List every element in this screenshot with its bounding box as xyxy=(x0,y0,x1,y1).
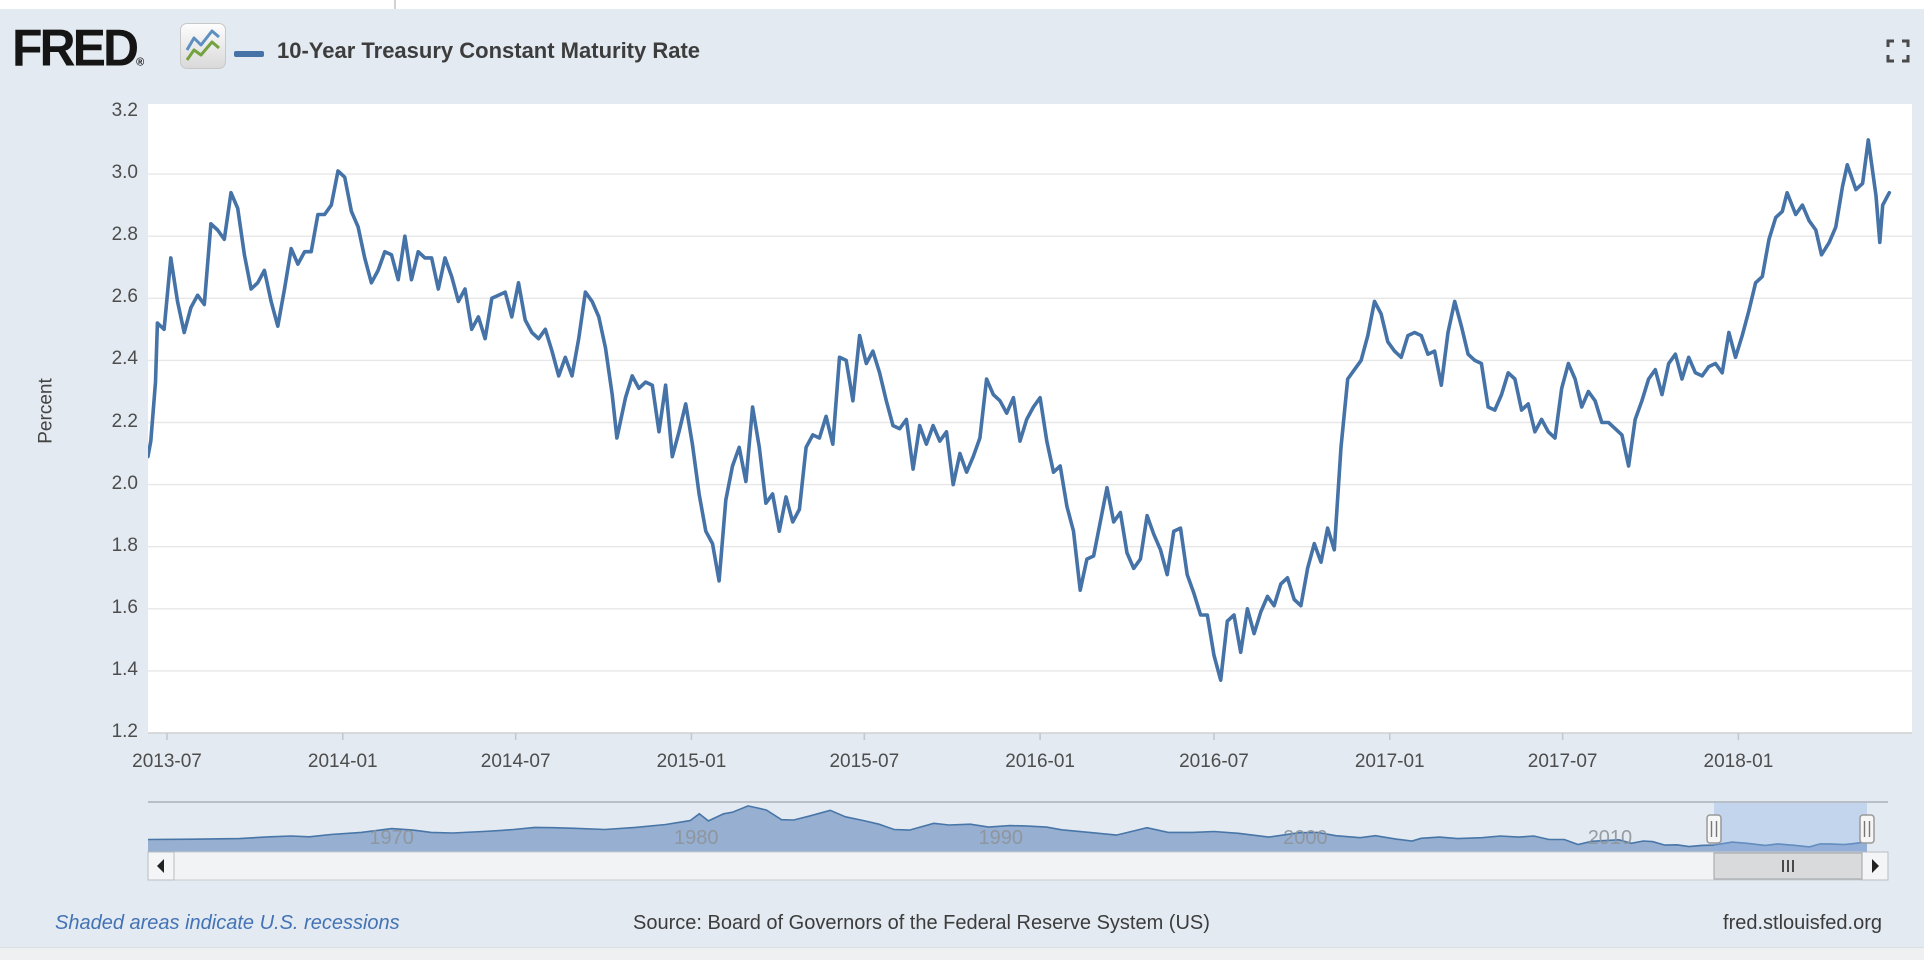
x-tick-label: 2018-01 xyxy=(1703,751,1774,772)
x-tick-label: 2013-07 xyxy=(132,751,202,772)
x-tick-label: 2017-01 xyxy=(1354,751,1425,772)
scrollbar-track[interactable] xyxy=(173,851,1863,881)
scrollbar-thumb[interactable] xyxy=(1713,852,1863,880)
x-tick-label: 2016-07 xyxy=(1179,751,1249,772)
source-text: Source: Board of Governors of the Federa… xyxy=(633,912,1210,934)
bottom-strip xyxy=(0,947,1924,960)
navigator-right-handle[interactable] xyxy=(1859,814,1875,844)
y-tick-label: 2.2 xyxy=(111,410,138,432)
legend-series-dash xyxy=(234,51,264,57)
fred-site-link[interactable]: fred.stlouisfed.org xyxy=(1723,912,1882,934)
navigator-year-label: 1990 xyxy=(978,827,1024,849)
navigator-year-label: 2000 xyxy=(1283,827,1328,849)
fred-graph-icon-lines xyxy=(185,29,220,61)
series-line-10y-treasury xyxy=(148,138,1892,682)
plot-area[interactable] xyxy=(148,104,1912,733)
registered-mark: ® xyxy=(136,56,145,69)
y-tick-label: 1.2 xyxy=(111,721,138,742)
x-tick-label: 2014-07 xyxy=(480,751,551,772)
navigator-year-label: 1980 xyxy=(673,827,719,849)
recessions-note-link[interactable]: Shaded areas indicate U.S. recessions xyxy=(55,912,400,934)
x-tick-label: 2014-01 xyxy=(307,751,378,772)
navigator-line xyxy=(147,805,1868,848)
chart-header: FRED® 10-Year Treasury Constant Maturity… xyxy=(0,9,1924,81)
fullscreen-icon[interactable] xyxy=(1886,39,1910,63)
x-tick-label: 2017-07 xyxy=(1527,751,1598,772)
navigator-year-label: 1970 xyxy=(369,827,414,849)
y-tick-label: 3.2 xyxy=(111,100,138,121)
navigator-year-label: 2010 xyxy=(1587,827,1633,849)
top-white-strip xyxy=(0,0,1924,9)
fred-logo[interactable]: FRED® xyxy=(12,18,145,78)
navigator-selected-range[interactable] xyxy=(1714,803,1867,852)
top-strip-divider xyxy=(394,0,396,9)
x-tick-label: 2015-07 xyxy=(829,751,900,772)
scrollbar-right-arrow-icon xyxy=(1872,859,1879,873)
scrollbar-left-arrow-icon xyxy=(157,859,164,873)
fred-graph-icon xyxy=(180,23,226,69)
navigator-left-handle[interactable] xyxy=(1706,814,1722,844)
navigator-area xyxy=(148,805,1867,852)
y-tick-label: 1.6 xyxy=(111,596,138,618)
x-tick-label: 2016-01 xyxy=(1005,751,1075,772)
x-tick-label: 2015-01 xyxy=(656,751,727,772)
y-tick-label: 2.0 xyxy=(111,472,138,494)
y-tick-label: 2.4 xyxy=(111,348,138,370)
page-title[interactable]: 10-Year Treasury Constant Maturity Rate xyxy=(277,38,701,63)
y-tick-label: 3.0 xyxy=(111,162,138,184)
y-tick-label: 1.8 xyxy=(111,534,138,556)
y-tick-label: 2.8 xyxy=(111,224,138,246)
y-tick-label: 1.4 xyxy=(111,658,138,680)
y-tick-label: 2.6 xyxy=(111,286,138,308)
